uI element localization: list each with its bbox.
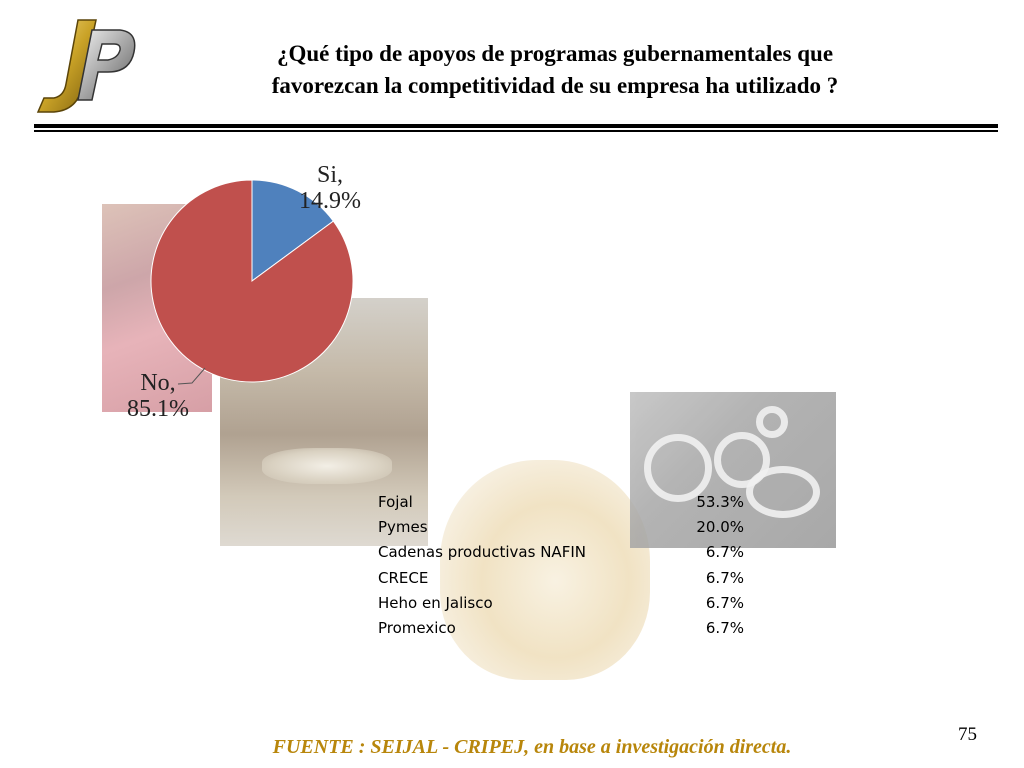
pie-slice-no bbox=[150, 179, 354, 383]
table-cell-percent: 20.0% bbox=[696, 518, 744, 537]
table-cell-percent: 6.7% bbox=[705, 543, 744, 562]
slide-title-line-1: ¿Qué tipo de apoyos de programas guberna… bbox=[276, 41, 834, 66]
table-row: Fojal 53.3% bbox=[378, 490, 744, 515]
title-divider-thin bbox=[34, 130, 998, 132]
pie-label-no: No, 85.1% bbox=[120, 370, 196, 422]
programs-table: Fojal 53.3% Pymes 20.0% Cadenas producti… bbox=[378, 490, 744, 641]
pie-label-si: Si, 14.9% bbox=[290, 162, 370, 214]
slide-title: ¿Qué tipo de apoyos de programas guberna… bbox=[190, 38, 920, 102]
pie-label-si-category: Si, bbox=[316, 162, 343, 188]
table-cell-percent: 6.7% bbox=[705, 593, 744, 612]
table-row: Cadenas productivas NAFIN 6.7% bbox=[378, 540, 744, 565]
slide-title-line-2: favorezcan la competitividad de su empre… bbox=[271, 73, 839, 98]
table-cell-program: Pymes bbox=[378, 518, 428, 537]
background-photo-bracelet bbox=[440, 460, 650, 680]
background-photo-necklace bbox=[262, 448, 392, 484]
page-number: 75 bbox=[958, 724, 977, 745]
source-footer: FUENTE : SEIJAL - CRIPEJ, en base a inve… bbox=[272, 736, 792, 758]
table-row: Promexico 6.7% bbox=[378, 616, 744, 641]
table-row: CRECE 6.7% bbox=[378, 566, 744, 591]
pie-label-si-value: 14.9% bbox=[299, 188, 361, 214]
title-divider-thick bbox=[34, 124, 998, 128]
table-cell-program: Cadenas productivas NAFIN bbox=[378, 543, 586, 562]
table-row: Pymes 20.0% bbox=[378, 515, 744, 540]
table-cell-program: Heho en Jalisco bbox=[378, 593, 493, 612]
pie-label-no-category: No, bbox=[140, 370, 176, 396]
pie-label-no-value: 85.1% bbox=[127, 396, 189, 422]
table-cell-program: CRECE bbox=[378, 568, 429, 587]
table-cell-percent: 6.7% bbox=[705, 618, 744, 637]
table-cell-percent: 6.7% bbox=[705, 568, 744, 587]
table-cell-program: Fojal bbox=[378, 493, 413, 511]
table-row: Heho en Jalisco 6.7% bbox=[378, 591, 744, 616]
table-cell-percent: 53.3% bbox=[696, 493, 744, 511]
pie-slice-si bbox=[251, 179, 335, 282]
pie-leader-line-no bbox=[177, 367, 206, 385]
table-cell-program: Promexico bbox=[378, 618, 456, 637]
background-photo-jewelry bbox=[630, 392, 836, 548]
jp-logo bbox=[36, 19, 136, 113]
